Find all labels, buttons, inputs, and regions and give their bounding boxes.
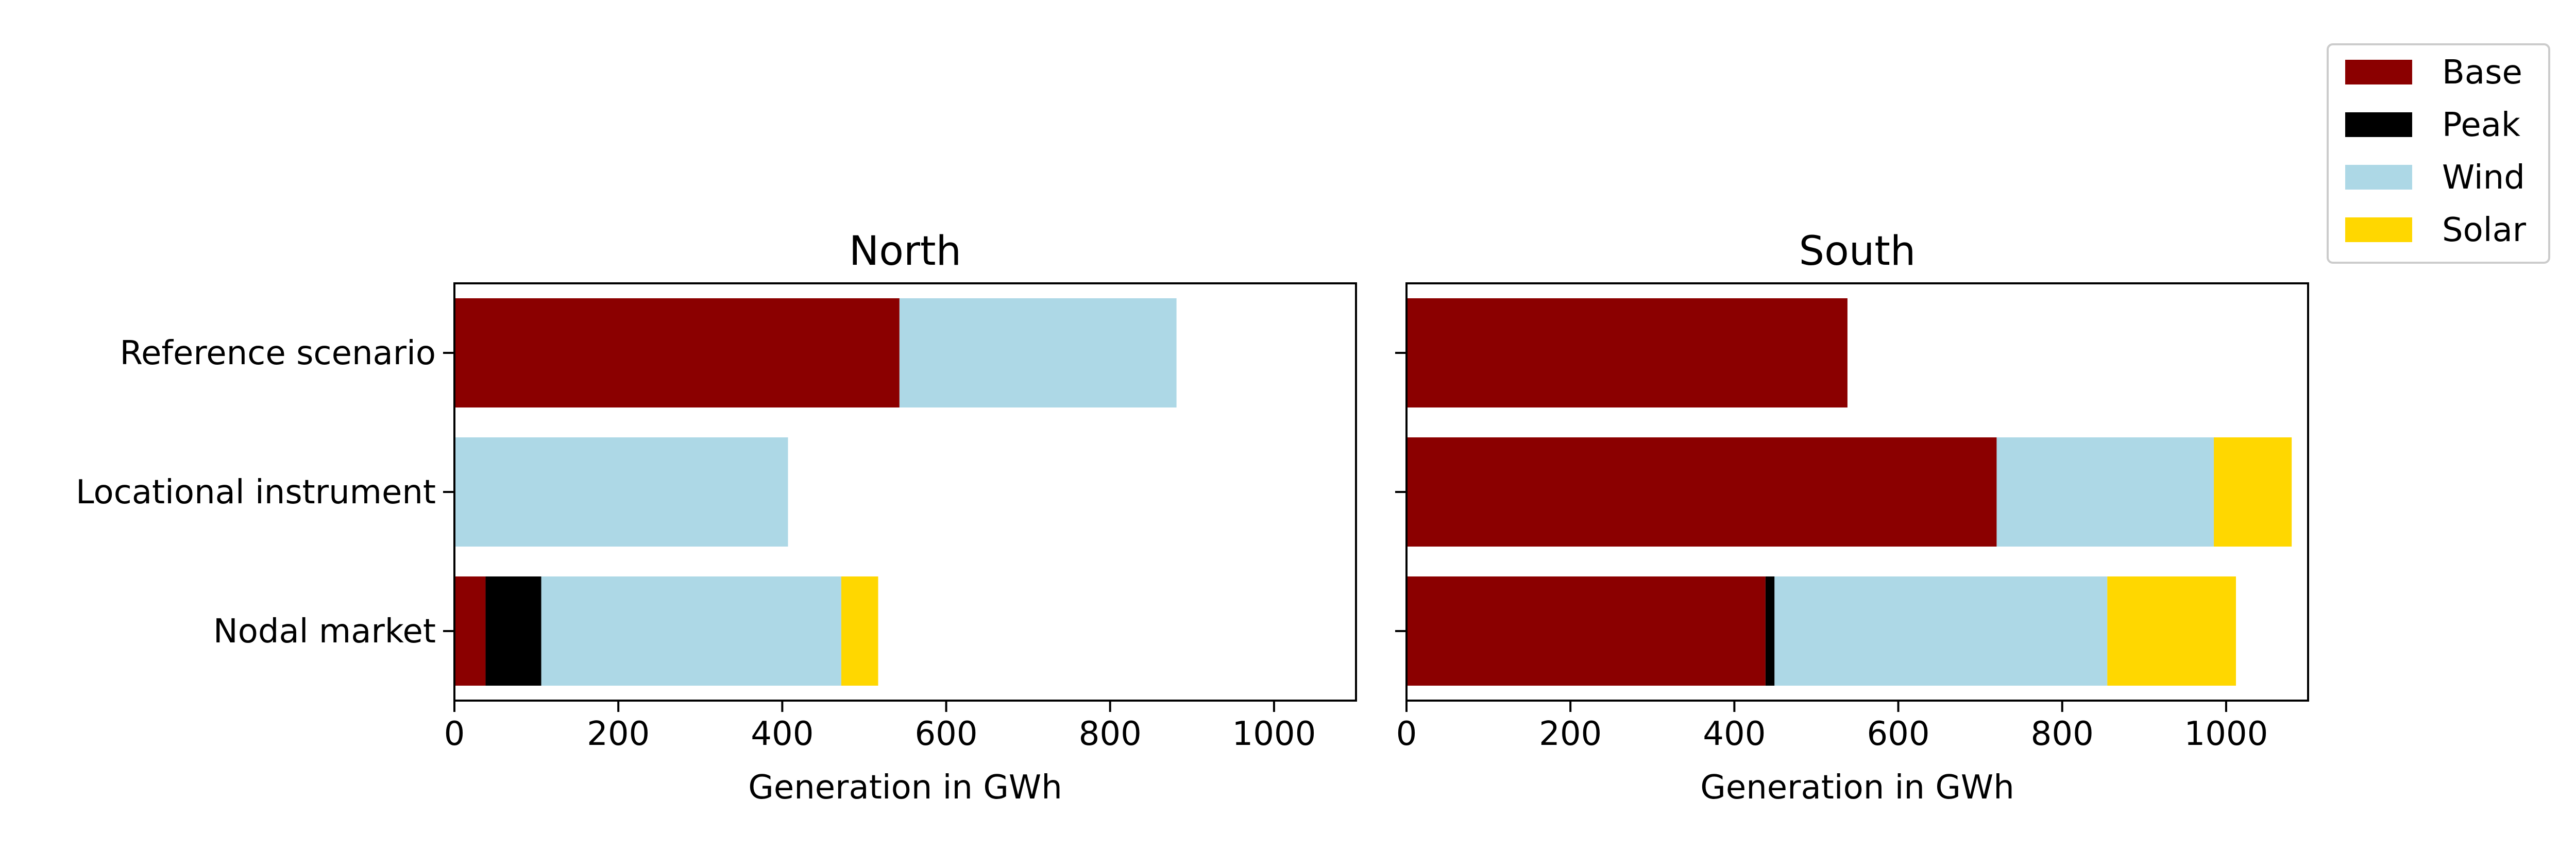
x-tick-label-south-200: 200: [1539, 715, 1602, 753]
x-tick-label-north-400: 400: [751, 715, 814, 753]
bar-north-nodal-market-wind: [541, 576, 841, 686]
x-tick-label-north-800: 800: [1079, 715, 1142, 753]
panel-title-south: South: [1799, 228, 1916, 275]
bar-south-locational-instrument-base: [1406, 437, 1997, 547]
bar-north-nodal-market-base: [454, 576, 486, 686]
x-tick-label-north-200: 200: [587, 715, 650, 753]
x-tick-label-north-1000: 1000: [1232, 715, 1316, 753]
legend-label-solar: Solar: [2442, 211, 2527, 249]
legend-swatch-base: [2345, 60, 2412, 84]
bar-south-locational-instrument-solar: [2214, 437, 2292, 547]
bar-north-nodal-market-peak: [485, 576, 541, 686]
bar-south-nodal-market-base: [1406, 576, 1766, 686]
bar-south-locational-instrument-wind: [1996, 437, 2214, 547]
bar-north-locational-instrument-wind: [454, 437, 788, 547]
legend-swatch-peak: [2345, 112, 2412, 137]
panel-south: South 0 200 400 600 800 1000 Generation in GWh: [1395, 228, 2309, 807]
legend-label-wind: Wind: [2442, 159, 2525, 197]
x-tick-label-south-800: 800: [2031, 715, 2094, 753]
bar-north-reference-scenario-base: [454, 298, 900, 407]
bar-north-nodal-market-solar: [841, 576, 878, 686]
bar-south-reference-scenario-base: [1406, 298, 1848, 407]
legend-label-peak: Peak: [2442, 106, 2520, 144]
x-axis-label-south: Generation in GWh: [1700, 769, 2014, 807]
x-tick-label-south-0: 0: [1396, 715, 1417, 753]
y-tick-label-nodal-market: Nodal market: [213, 613, 436, 651]
panels: North 0 200 400 600 800 1000 Generation in GWh R…: [76, 228, 2309, 807]
x-tick-label-south-1000: 1000: [2184, 715, 2268, 753]
x-axis-label-north: Generation in GWh: [748, 769, 1062, 807]
x-tick-label-north-600: 600: [914, 715, 977, 753]
x-tick-label-south-600: 600: [1867, 715, 1929, 753]
x-tick-label-south-400: 400: [1703, 715, 1766, 753]
legend-swatch-wind: [2345, 165, 2412, 190]
bar-north-reference-scenario-wind: [899, 298, 1177, 407]
panel-title-north: North: [849, 228, 961, 275]
x-tick-label-north-0: 0: [444, 715, 465, 753]
y-tick-label-locational-instrument: Locational instrument: [76, 473, 436, 512]
legend-label-base: Base: [2442, 54, 2522, 92]
y-tick-label-reference-scenario: Reference scenario: [120, 334, 436, 372]
bar-south-nodal-market-wind: [1774, 576, 2108, 686]
panel-north: North 0 200 400 600 800 1000 Generation in GWh R…: [76, 228, 1357, 807]
bar-south-nodal-market-peak: [1765, 576, 1775, 686]
legend-frame: [2327, 43, 2550, 264]
legend-swatch-solar: [2345, 217, 2412, 242]
bar-south-nodal-market-solar: [2107, 576, 2236, 686]
legend: Base Peak Wind Solar: [2327, 43, 2550, 264]
